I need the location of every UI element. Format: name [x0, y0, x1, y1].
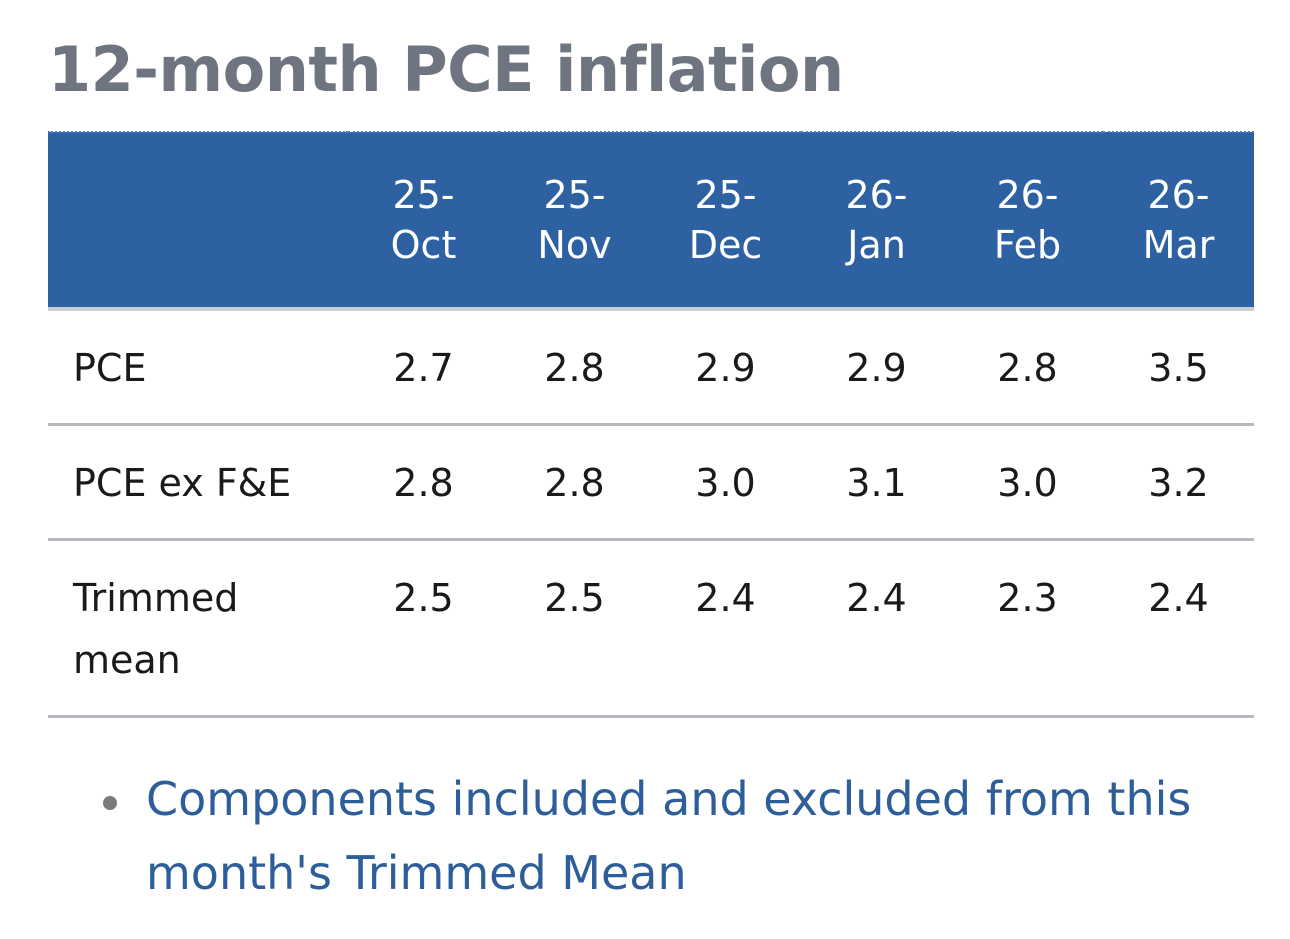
table-cell: 2.9	[650, 309, 801, 426]
list-item: Components included and excluded from th…	[100, 762, 1250, 910]
column-header-nov: 25- Nov	[499, 131, 650, 309]
row-label-text: Trimmed	[73, 576, 239, 620]
pce-inflation-table: 25- Oct 25- Nov 25- Dec 26- Jan 26- Feb 26- Ma…	[48, 131, 1254, 718]
column-header-year: 25-	[392, 173, 455, 217]
column-header-month: Oct	[390, 223, 457, 267]
table-cell: 2.9	[801, 309, 952, 426]
trimmed-mean-components-link[interactable]: Components included and excluded from th…	[146, 772, 1192, 900]
column-header-month: Feb	[993, 223, 1062, 267]
row-label-text-line2: mean	[73, 638, 181, 682]
column-header-mar: 26- Mar	[1103, 131, 1254, 309]
page-title: 12-month PCE inflation	[48, 33, 844, 106]
table-cell: 2.5	[499, 539, 650, 718]
table-cell: 2.4	[650, 539, 801, 718]
table-cell: 3.0	[952, 424, 1103, 541]
table-cell: 2.3	[952, 539, 1103, 718]
bullet-dot-icon	[103, 796, 117, 810]
table-row-trimmed-mean: Trimmed mean 2.5 2.5 2.4 2.4 2.3 2.4	[48, 539, 1254, 718]
column-header-year: 25-	[543, 173, 606, 217]
table-cell: 2.8	[952, 309, 1103, 426]
row-label: PCE ex F&E	[48, 424, 348, 541]
table-cell: 3.1	[801, 424, 952, 541]
table-header: 25- Oct 25- Nov 25- Dec 26- Jan 26- Feb 26- Ma…	[48, 131, 1254, 309]
related-links-list: Components included and excluded from th…	[100, 762, 1250, 910]
table-cell: 2.8	[348, 424, 499, 541]
row-label: Trimmed mean	[48, 539, 348, 718]
table-cell: 2.4	[801, 539, 952, 718]
table-cell: 2.8	[499, 424, 650, 541]
table-cell: 3.5	[1103, 309, 1254, 426]
table-cell: 2.4	[1103, 539, 1254, 718]
row-label-text: PCE ex F&E	[73, 461, 292, 505]
column-header-year: 26-	[996, 173, 1059, 217]
column-header-year: 25-	[694, 173, 757, 217]
column-header-month: Nov	[537, 223, 612, 267]
table-cell: 3.0	[650, 424, 801, 541]
column-header-month: Mar	[1142, 223, 1215, 267]
column-header-year: 26-	[1147, 173, 1210, 217]
table-header-row: 25- Oct 25- Nov 25- Dec 26- Jan 26- Feb 26- Ma…	[48, 131, 1254, 309]
column-header-jan: 26- Jan	[801, 131, 952, 309]
row-label-text: PCE	[73, 346, 147, 390]
table-body: PCE 2.7 2.8 2.9 2.9 2.8 3.5 PCE ex F&E 2…	[48, 309, 1254, 718]
column-header-oct: 25- Oct	[348, 131, 499, 309]
header-corner-cell	[48, 131, 348, 309]
column-header-month: Jan	[847, 223, 906, 267]
pce-inflation-table-container: 25- Oct 25- Nov 25- Dec 26- Jan 26- Feb 26- Ma…	[48, 131, 1254, 718]
table-cell: 2.7	[348, 309, 499, 426]
table-row-pce-ex-fe: PCE ex F&E 2.8 2.8 3.0 3.1 3.0 3.2	[48, 424, 1254, 541]
table-cell: 2.5	[348, 539, 499, 718]
table-row-pce: PCE 2.7 2.8 2.9 2.9 2.8 3.5	[48, 309, 1254, 426]
column-header-dec: 25- Dec	[650, 131, 801, 309]
table-cell: 3.2	[1103, 424, 1254, 541]
table-cell: 2.8	[499, 309, 650, 426]
column-header-month: Dec	[688, 223, 763, 267]
column-header-year: 26-	[845, 173, 908, 217]
column-header-feb: 26- Feb	[952, 131, 1103, 309]
row-label: PCE	[48, 309, 348, 426]
